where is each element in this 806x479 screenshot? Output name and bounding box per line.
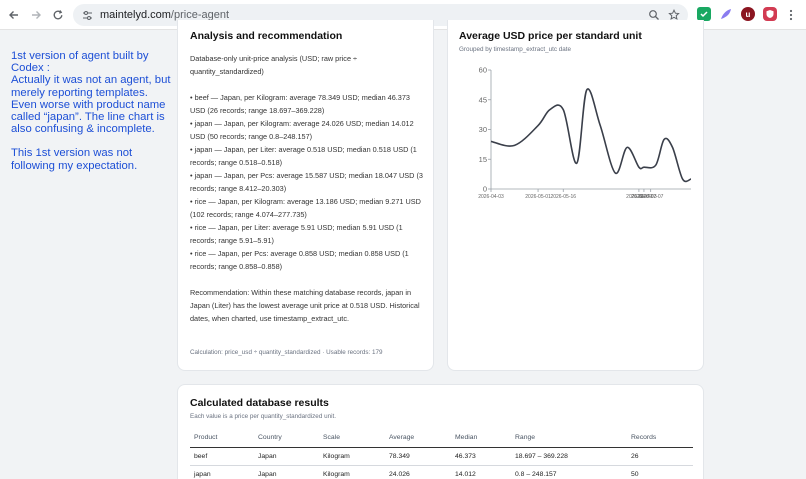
analysis-card: Analysis and recommendation Database-onl…	[177, 20, 434, 371]
table-cell: 46.373	[451, 447, 511, 466]
recommendation-text: Recommendation: Within these matching da…	[190, 288, 420, 323]
column-header: Scale	[319, 432, 385, 448]
y-tick-label: 15	[479, 155, 487, 164]
analysis-bullet: • beef — Japan, per Kilogram: average 78…	[190, 93, 410, 115]
y-tick-label: 60	[479, 66, 487, 75]
column-header: Range	[511, 432, 627, 448]
column-header: Average	[385, 432, 451, 448]
ublock-extension-icon[interactable]: u	[741, 7, 755, 21]
x-tick-label: 2026-04-03	[478, 194, 504, 200]
results-subtitle: Each value is a price per quantity_stand…	[190, 413, 336, 420]
note-paragraph-1: 1st version of agent built by Codex : Ac…	[11, 50, 171, 136]
results-table: Product Country Scale Average Median Ran…	[190, 432, 693, 479]
table-cell: 26	[627, 447, 693, 466]
x-tick-label: 2026-07-03	[631, 194, 657, 200]
table-cell: 0.8 – 248.157	[511, 465, 627, 479]
y-tick-label: 0	[483, 185, 487, 194]
column-header: Country	[254, 432, 319, 448]
table-cell: Japan	[254, 465, 319, 479]
table-row: japan Japan Kilogram 24.026 14.012 0.8 –…	[190, 465, 693, 479]
results-title: Calculated database results	[190, 397, 329, 409]
feather-extension-icon[interactable]	[719, 7, 733, 21]
table-cell: Kilogram	[319, 447, 385, 466]
url-text: maintelyd.com/price-agent	[100, 9, 229, 21]
y-tick-label: 45	[479, 95, 487, 104]
analysis-intro: Database-only unit-price analysis (USD; …	[190, 54, 358, 76]
bookmark-star-icon[interactable]	[668, 8, 680, 26]
forward-arrow-icon[interactable]	[25, 4, 47, 26]
shield-extension-icon[interactable]	[763, 7, 777, 21]
analysis-title: Analysis and recommendation	[190, 30, 343, 42]
table-cell: 50	[627, 465, 693, 479]
x-tick-label: 2026-06-30	[626, 194, 652, 200]
table-row: beef Japan Kilogram 78.349 46.373 18.697…	[190, 447, 693, 466]
table-cell: japan	[190, 465, 254, 479]
x-tick-label: 2026-05-01	[525, 194, 551, 200]
checkbox-extension-icon[interactable]	[697, 7, 711, 21]
calculation-note: Calculation: price_usd ÷ quantity_standa…	[190, 349, 383, 356]
analysis-bullet: • rice — Japan, per Liter: average 5.91 …	[190, 223, 403, 245]
zoom-icon[interactable]	[648, 8, 660, 26]
annotation-note: 1st version of agent built by Codex : Ac…	[11, 50, 171, 184]
results-card: Calculated database results Each value i…	[177, 384, 704, 479]
table-cell: 18.697 – 369.228	[511, 447, 627, 466]
chart-title: Average USD price per standard unit	[459, 30, 642, 42]
column-header: Median	[451, 432, 511, 448]
table-cell: beef	[190, 447, 254, 466]
url-path: /price-agent	[170, 9, 230, 21]
x-tick-label: 2026-07-07	[638, 194, 664, 200]
y-tick-label: 30	[479, 125, 487, 134]
price-line-chart: 0 15 30 45 60 2026-04-03 2026-05-01 2026-05-16 2…	[478, 66, 692, 200]
chart-card: Average USD price per standard unit Grou…	[447, 20, 704, 371]
chrome-menu-icon[interactable]	[780, 4, 802, 26]
analysis-body: Database-only unit-price analysis (USD; …	[190, 52, 426, 325]
analysis-bullet: • japan — Japan, per Pcs: average 15.587…	[190, 171, 423, 193]
table-header-row: Product Country Scale Average Median Ran…	[190, 432, 693, 448]
table-cell: Japan	[254, 447, 319, 466]
url-domain: maintelyd.com	[100, 9, 171, 21]
table-cell: Kilogram	[319, 465, 385, 479]
series-line	[490, 88, 692, 183]
analysis-bullet: • japan — Japan, per Liter: average 0.51…	[190, 145, 417, 167]
back-arrow-icon[interactable]	[3, 4, 25, 26]
analysis-bullet: • rice — Japan, per Kilogram: average 13…	[190, 197, 421, 219]
analysis-bullet: • japan — Japan, per Kilogram: average 2…	[190, 119, 414, 141]
table-cell: 14.012	[451, 465, 511, 479]
chart-subtitle: Grouped by timestamp_extract_utc date	[459, 46, 572, 53]
analysis-bullet: • rice — Japan, per Pcs: average 0.858 U…	[190, 249, 409, 271]
note-paragraph-2: This 1st version was not following my ex…	[11, 147, 138, 172]
table-cell: 24.026	[385, 465, 451, 479]
table-cell: 78.349	[385, 447, 451, 466]
x-tick-label: 2026-05-16	[550, 194, 576, 200]
reload-icon[interactable]	[47, 4, 69, 26]
column-header: Product	[190, 432, 254, 448]
column-header: Records	[627, 432, 693, 448]
site-settings-icon[interactable]	[80, 8, 94, 22]
